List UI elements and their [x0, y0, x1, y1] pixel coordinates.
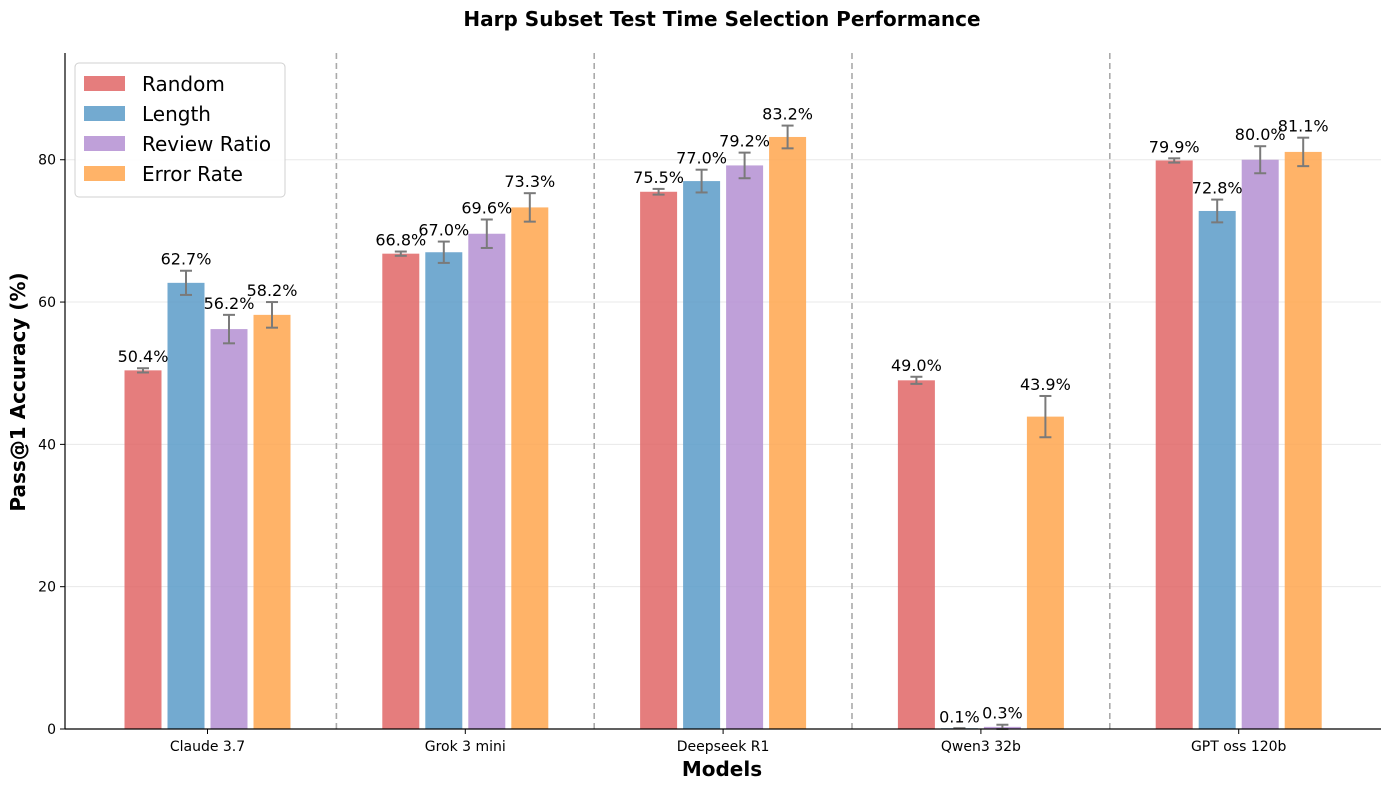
data-label: 69.6%	[461, 199, 512, 218]
x-tick-label: Grok 3 mini	[425, 739, 506, 755]
error-bar	[1211, 198, 1224, 224]
legend-box	[74, 62, 286, 198]
data-label: 0.3%	[982, 704, 1023, 723]
legend-label: Random	[142, 72, 225, 96]
bar-length-deepseek-r1	[683, 181, 721, 729]
error-bar	[137, 367, 149, 374]
data-label: 67.0%	[418, 221, 469, 240]
error-bar	[910, 375, 923, 385]
y-tick-label: 40	[38, 437, 56, 453]
data-label: 50.4%	[118, 347, 169, 366]
x-tick-label: Claude 3.7	[170, 739, 245, 755]
data-label: 49.0%	[891, 356, 942, 375]
group-separators	[335, 53, 1111, 729]
data-label: 62.7%	[161, 250, 212, 269]
error-bar	[695, 168, 708, 194]
chart-title: Harp Subset Test Time Selection Performa…	[463, 7, 980, 31]
error-bar	[1297, 136, 1310, 168]
error-bar	[266, 301, 278, 329]
error-bar	[480, 218, 493, 249]
error-bar	[394, 250, 407, 257]
bar-review-ratio-grok-3-mini	[468, 233, 506, 729]
data-label: 73.3%	[504, 172, 555, 191]
error-bars	[137, 124, 1310, 730]
y-tick-label: 80	[38, 153, 56, 169]
bar-random-gpt-oss-120b	[1155, 160, 1193, 729]
legend-label: Error Rate	[142, 162, 243, 186]
bar-error-rate-claude-37	[253, 314, 291, 729]
bar-length-claude-37	[167, 282, 205, 729]
x-tick-label: GPT oss 120b	[1191, 739, 1287, 755]
y-tick-label: 60	[38, 295, 56, 311]
legend-swatch	[84, 136, 125, 151]
legend-item: Length	[84, 102, 211, 126]
data-label: 83.2%	[762, 105, 813, 124]
bar-random-grok-3-mini	[382, 253, 420, 729]
data-label: 72.8%	[1192, 179, 1243, 198]
data-labels: 50.4% 62.7% 56.2%58.2% 66.8%67.0% 69.6% 73.3%…	[118, 105, 1329, 727]
bars	[124, 136, 1322, 730]
bar-error-rate-qwen3-32b	[1026, 416, 1064, 729]
legend-label: Review Ratio	[142, 132, 271, 156]
data-label: 81.1%	[1278, 117, 1329, 136]
bar-random-qwen3-32b	[897, 380, 935, 729]
legend-swatch	[84, 106, 125, 121]
bar-random-claude-37	[124, 370, 162, 729]
y-axis-title: Pass@1 Accuracy (%)	[6, 272, 30, 511]
data-label: 0.1%	[939, 707, 980, 726]
legend-item: Review Ratio	[84, 132, 271, 156]
data-label: 75.5%	[633, 168, 684, 187]
bar-random-deepseek-r1	[640, 191, 678, 730]
error-bar	[652, 187, 665, 196]
error-bar	[781, 124, 794, 150]
bar-error-rate-deepseek-r1	[769, 136, 807, 729]
data-label: 66.8%	[375, 231, 426, 250]
y-tick-label: 20	[38, 580, 56, 596]
error-bar	[738, 151, 751, 180]
error-bar	[523, 192, 536, 223]
legend: Random Length Review Ratio Error Rate	[74, 62, 286, 198]
bar-length-gpt-oss-120b	[1198, 210, 1236, 729]
legend-item: Error Rate	[84, 162, 243, 186]
y-tick-label: 0	[47, 722, 56, 738]
bar-error-rate-grok-3-mini	[511, 207, 549, 730]
bar-length-grok-3-mini	[425, 252, 463, 729]
error-bar	[1168, 157, 1181, 164]
x-axis-title: Models	[682, 757, 762, 781]
legend-swatch	[84, 166, 125, 181]
legend-item: Random	[84, 72, 225, 96]
data-label: 80.0%	[1235, 125, 1286, 144]
error-bar	[180, 269, 192, 296]
error-bar	[223, 313, 235, 345]
error-bar	[1039, 394, 1052, 439]
data-label: 77.0%	[676, 149, 727, 168]
data-label: 79.2%	[719, 132, 770, 151]
bar-review-ratio-claude-37	[210, 329, 248, 729]
error-bar	[437, 240, 450, 264]
x-tick-label: Qwen3 32b	[941, 739, 1021, 755]
data-label: 58.2%	[247, 281, 298, 300]
data-label: 43.9%	[1020, 375, 1071, 394]
axes: 0 20 40 60 80 Claude 3.7 Grok 3 mini Deepseek R…	[38, 53, 1381, 755]
error-bar	[1254, 145, 1267, 175]
bar-error-rate-gpt-oss-120b	[1284, 151, 1322, 729]
legend-swatch	[84, 76, 125, 91]
bar-review-ratio-deepseek-r1	[726, 165, 764, 730]
data-label: 56.2%	[204, 294, 255, 313]
legend-label: Length	[142, 102, 211, 126]
bar-review-ratio-gpt-oss-120b	[1241, 159, 1279, 730]
data-label: 79.9%	[1149, 137, 1200, 156]
x-tick-label: Deepseek R1	[677, 739, 770, 755]
